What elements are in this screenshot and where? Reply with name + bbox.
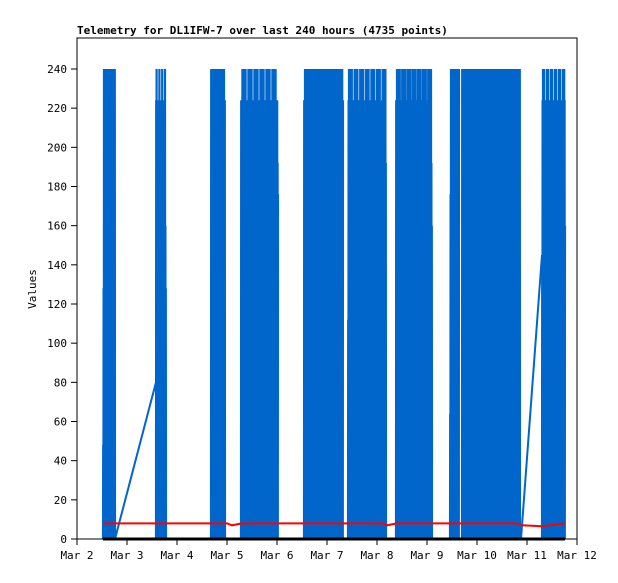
y-tick-label: 240 xyxy=(47,63,67,76)
x-tick-label: Mar 11 xyxy=(507,549,547,562)
blue-series-burst xyxy=(540,68,567,540)
x-tick-label: Mar 5 xyxy=(210,549,243,562)
red-series-line xyxy=(103,522,566,528)
x-tick-label: Mar 7 xyxy=(310,549,343,562)
y-tick-label: 100 xyxy=(47,337,67,350)
x-tick-label: Mar 4 xyxy=(160,549,193,562)
y-tick-label: 0 xyxy=(60,533,67,546)
blue-series-burst xyxy=(460,68,522,540)
blue-series-burst xyxy=(209,68,227,540)
blue-series-link xyxy=(520,254,543,540)
blue-series-burst xyxy=(346,68,388,540)
x-tick-label: Mar 9 xyxy=(410,549,443,562)
y-tick-label: 40 xyxy=(54,455,67,468)
x-tick-label: Mar 2 xyxy=(60,549,93,562)
blue-series-burst xyxy=(394,68,434,540)
y-tick-label: 20 xyxy=(54,494,67,507)
y-axis-label: Values xyxy=(26,269,39,309)
y-tick-label: 220 xyxy=(47,102,67,115)
y-tick-label: 60 xyxy=(54,416,67,429)
x-tick-label: Mar 12 xyxy=(557,549,597,562)
chart-title: Telemetry for DL1IFW-7 over last 240 hou… xyxy=(77,24,448,37)
blue-series-burst xyxy=(448,68,461,540)
y-tick-label: 140 xyxy=(47,259,67,272)
blue-series-burst xyxy=(154,68,168,540)
x-tick-label: Mar 3 xyxy=(110,549,143,562)
y-tick-label: 180 xyxy=(47,181,67,194)
y-tick-label: 80 xyxy=(54,376,67,389)
blue-series-link xyxy=(114,378,158,540)
x-tick-label: Mar 10 xyxy=(457,549,497,562)
y-tick-label: 160 xyxy=(47,220,67,233)
blue-series-burst xyxy=(239,68,280,540)
blue-series-burst xyxy=(302,68,345,540)
blue-series-burst xyxy=(101,68,117,540)
x-tick-label: Mar 6 xyxy=(260,549,293,562)
x-tick-label: Mar 8 xyxy=(360,549,393,562)
y-tick-label: 200 xyxy=(47,141,67,154)
y-tick-label: 120 xyxy=(47,298,67,311)
